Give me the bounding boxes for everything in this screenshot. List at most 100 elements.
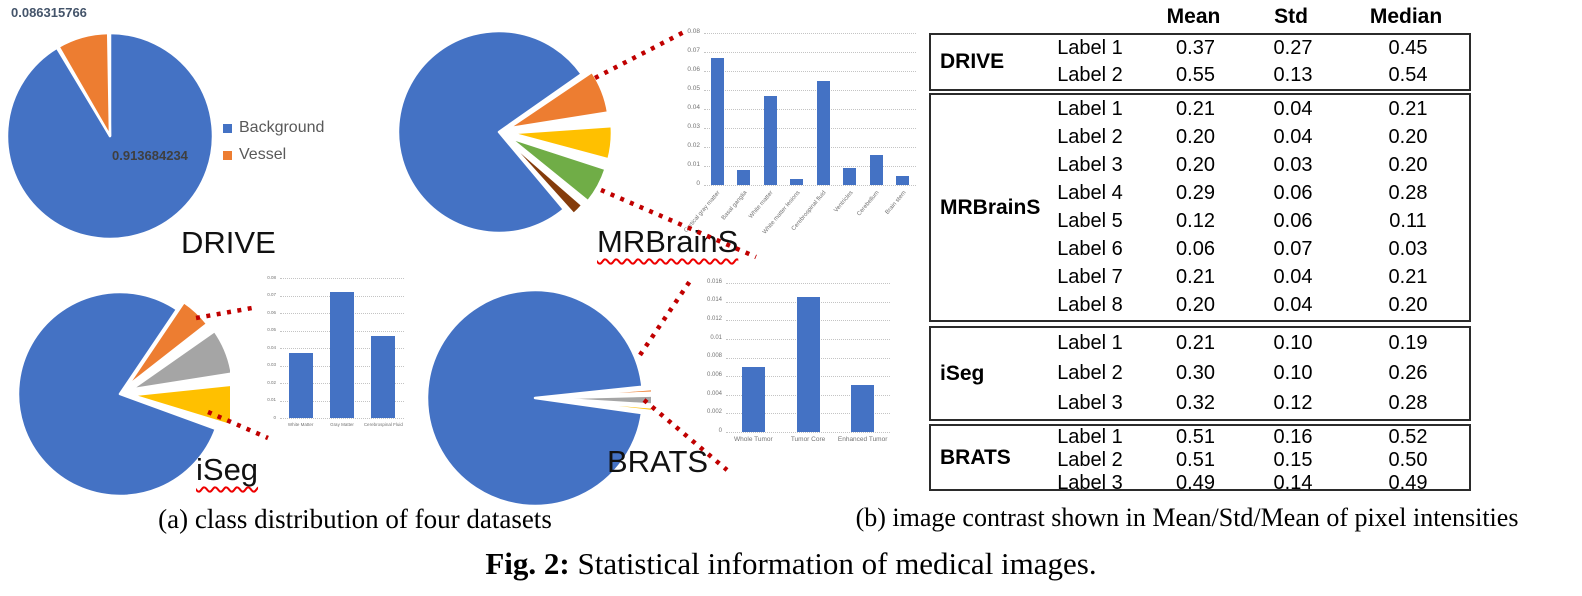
row-value: 0.28 xyxy=(1388,181,1428,204)
y-tick-label: 0.08 xyxy=(687,28,700,36)
bar xyxy=(869,154,883,185)
gridline xyxy=(726,283,890,284)
y-tick-label: 0.02 xyxy=(267,379,276,385)
dotted-connector-line xyxy=(600,187,757,260)
row-value: 0.13 xyxy=(1273,64,1313,86)
row-value: 0.21 xyxy=(1176,97,1215,120)
legend-swatch xyxy=(223,150,232,160)
row-label: Label 6 xyxy=(1057,238,1123,261)
brats-title: BRATS xyxy=(607,444,709,479)
table-row: Label 3 0.32 0.12 0.28 xyxy=(1032,392,1473,415)
bar xyxy=(737,169,751,185)
bar xyxy=(371,335,396,419)
pie-slice xyxy=(16,290,218,498)
table-row: Label 1 0.37 0.27 0.45 xyxy=(1032,37,1473,60)
y-tick-label: 0.006 xyxy=(706,371,722,378)
bar xyxy=(851,385,875,432)
row-value: 0.04 xyxy=(1273,125,1313,148)
table-row: Label 7 0.21 0.04 0.21 xyxy=(1032,266,1473,289)
row-value: 0.20 xyxy=(1388,153,1428,176)
legend-item: Background xyxy=(223,119,324,137)
dotted-connector-line xyxy=(593,29,688,80)
row-label: Label 1 xyxy=(1057,331,1123,354)
table-row: Label 2 0.20 0.04 0.20 xyxy=(1032,126,1473,149)
iseg-pie-chart xyxy=(14,287,230,503)
legend-item: Vessel xyxy=(223,146,324,164)
row-value: 0.27 xyxy=(1273,37,1313,59)
figure-caption: Fig. 2: Statistical information of medic… xyxy=(0,546,1582,582)
row-value: 0.12 xyxy=(1176,210,1215,233)
row-value: 0.49 xyxy=(1176,472,1215,494)
pie-slice xyxy=(129,329,230,391)
row-value: 0.20 xyxy=(1176,125,1215,148)
row-value: 0.03 xyxy=(1388,238,1428,261)
drive-legend: Background Vessel xyxy=(223,119,324,164)
table-row: Label 4 0.29 0.06 0.28 xyxy=(1032,182,1473,205)
row-value: 0.10 xyxy=(1273,361,1313,384)
brats-bar-chart: 0.016 0.014 0.012 0.01 0.008 0.006 0.004 0.002 0… xyxy=(690,275,896,450)
gridline xyxy=(280,418,404,419)
row-value: 0.20 xyxy=(1388,125,1428,148)
row-value: 0.21 xyxy=(1176,331,1215,354)
table-row: Label 5 0.12 0.06 0.11 xyxy=(1032,210,1473,233)
mrbrains-title: MRBrainS xyxy=(597,224,739,259)
table-row: Label 2 0.55 0.13 0.54 xyxy=(1032,64,1473,87)
y-tick-label: 0.014 xyxy=(706,297,722,304)
bar xyxy=(710,57,724,185)
dataset-name: BRATS xyxy=(940,445,1011,469)
pie-slice xyxy=(125,300,209,388)
y-tick-label: 0.01 xyxy=(687,161,700,169)
row-value: 0.03 xyxy=(1273,153,1313,176)
gridline xyxy=(704,147,916,148)
y-tick-label: 0 xyxy=(718,427,722,434)
row-value: 0.49 xyxy=(1388,472,1428,494)
y-tick-label: 0.04 xyxy=(687,104,700,112)
row-value: 0.29 xyxy=(1176,181,1215,204)
dotted-connector-line xyxy=(638,279,692,357)
table-row: Label 3 0.20 0.03 0.20 xyxy=(1032,154,1473,177)
row-label: Label 4 xyxy=(1057,181,1123,204)
legend-label: Vessel xyxy=(239,146,287,163)
row-value: 0.15 xyxy=(1273,449,1313,471)
gridline xyxy=(704,166,916,167)
table-rows: Label 1 0.21 0.04 0.21 Label 2 0.20 0.04 0.20 La… xyxy=(1032,95,1473,320)
row-label: Label 8 xyxy=(1057,294,1123,317)
y-tick-label: 0.016 xyxy=(706,278,722,285)
figure-caption-label: Fig. 2: xyxy=(485,546,570,581)
row-value: 0.26 xyxy=(1388,361,1428,384)
iseg-bar-chart: 0.08 0.07 0.06 0.05 0.04 0.03 0.02 0.01 0 White M… xyxy=(254,269,408,441)
row-label: Label 1 xyxy=(1057,37,1123,59)
row-value: 0.10 xyxy=(1273,331,1313,354)
y-tick-label: 0.08 xyxy=(267,274,276,280)
caption-panel-b: (b) image contrast shown in Mean/Std/Mea… xyxy=(855,503,1519,532)
bar xyxy=(843,167,857,185)
table-header-median: Median xyxy=(1369,5,1443,28)
gridline xyxy=(704,185,916,186)
mrbrains-bar-chart: 0.08 0.07 0.06 0.05 0.04 0.03 0.02 0.01 0 Cortica… xyxy=(670,24,922,254)
x-axis-label: Cerebrospinal Fluid xyxy=(363,422,403,427)
table-rows: Label 1 0.21 0.10 0.19 Label 2 0.30 0.10 0.26 La… xyxy=(1032,328,1473,419)
table-row: Label 1 0.21 0.10 0.19 xyxy=(1032,332,1473,355)
y-tick-label: 0.03 xyxy=(267,362,276,368)
row-value: 0.04 xyxy=(1273,266,1313,289)
y-tick-label: 0.01 xyxy=(267,397,276,403)
row-label: Label 2 xyxy=(1057,449,1123,471)
pie-slice xyxy=(396,29,583,235)
x-axis-label: Tumor Core xyxy=(790,436,826,443)
drive-title: DRIVE xyxy=(181,225,276,260)
gridline xyxy=(704,90,916,91)
table-row: Label 2 0.51 0.15 0.50 xyxy=(1032,449,1473,472)
table-row: Label 1 0.21 0.04 0.21 xyxy=(1032,98,1473,121)
bar xyxy=(796,297,820,432)
row-value: 0.30 xyxy=(1176,361,1215,384)
drive-pie-chart xyxy=(3,28,217,242)
bar xyxy=(896,175,910,185)
row-value: 0.20 xyxy=(1176,294,1215,317)
row-label: Label 2 xyxy=(1057,361,1123,384)
row-label: Label 3 xyxy=(1057,153,1123,176)
pie-slice xyxy=(547,394,651,406)
row-value: 0.54 xyxy=(1388,64,1428,86)
row-value: 0.06 xyxy=(1176,238,1215,261)
row-value: 0.32 xyxy=(1176,392,1215,415)
